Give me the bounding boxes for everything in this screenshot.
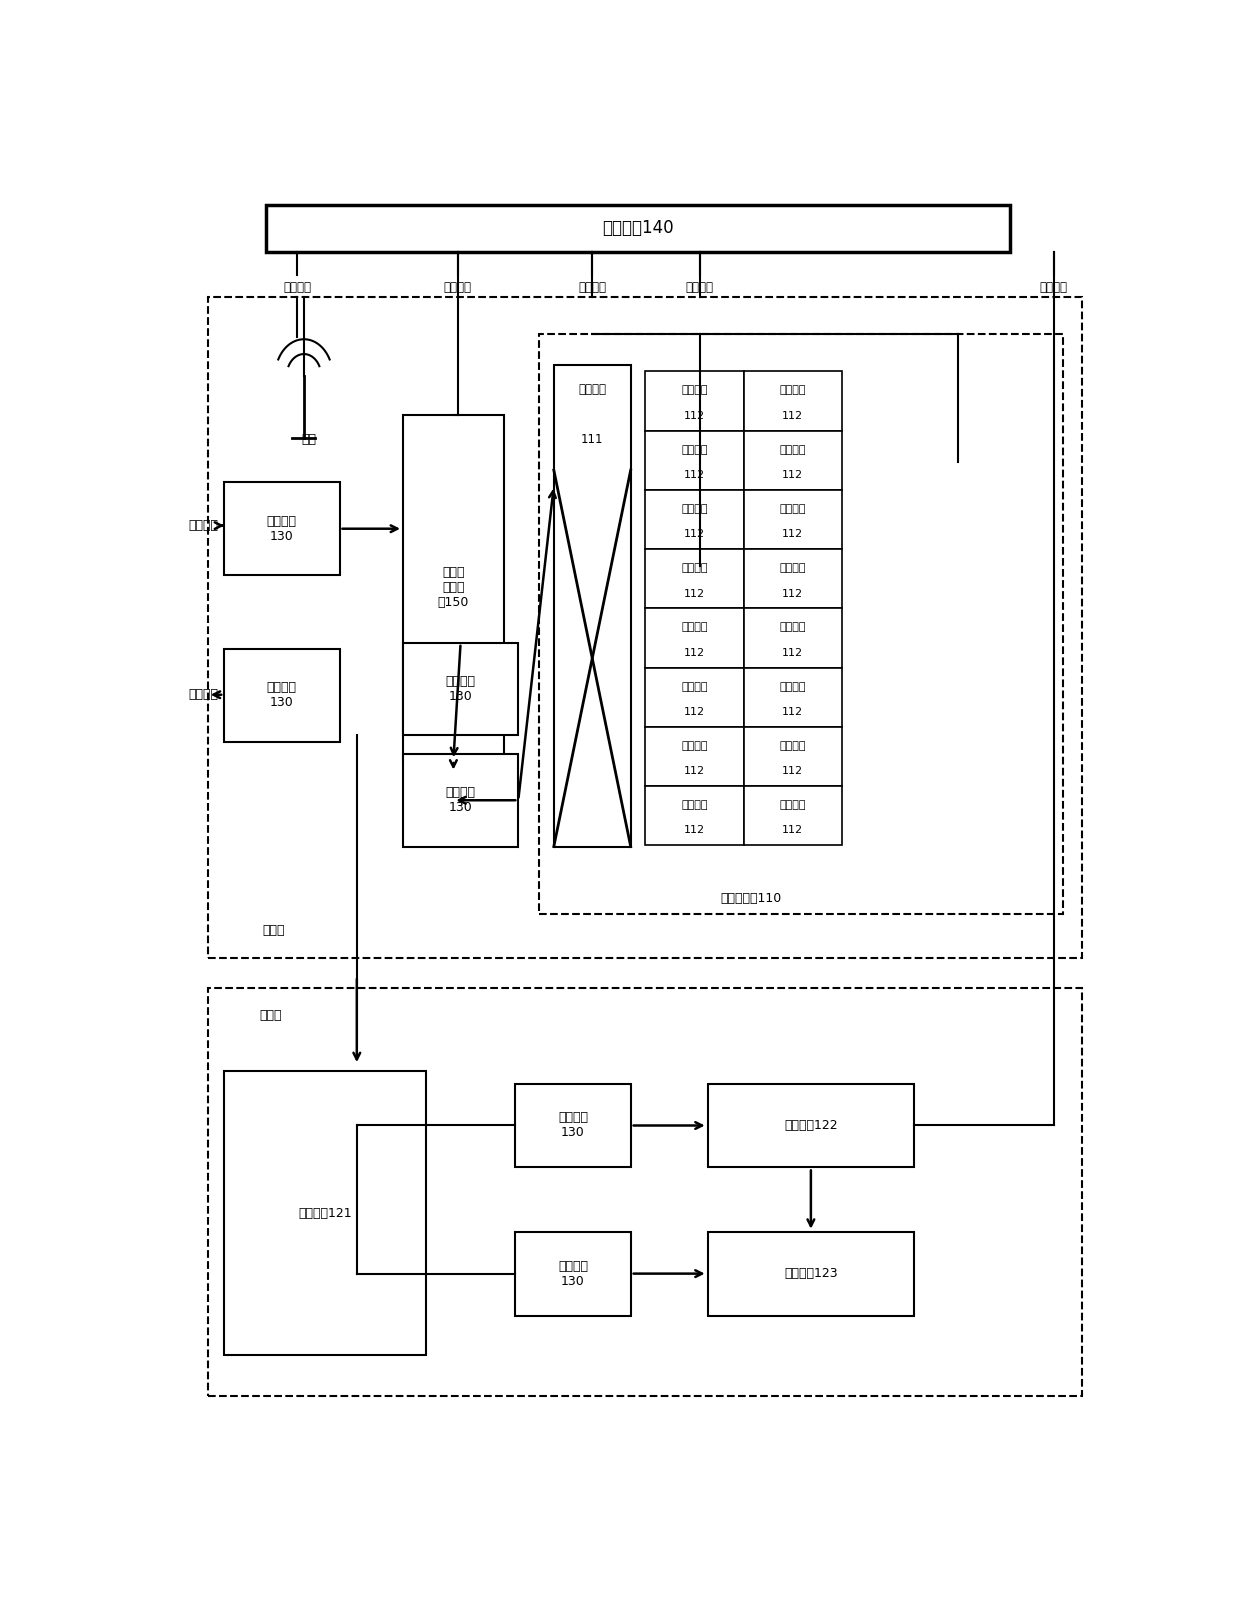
Text: 112: 112 [683, 470, 704, 479]
Text: 消防区: 消防区 [259, 1010, 281, 1023]
Text: 电池仓位: 电池仓位 [681, 563, 708, 572]
Text: 电池仓位: 电池仓位 [780, 385, 806, 396]
Text: 电池仓位: 电池仓位 [681, 622, 708, 632]
Bar [744, 372, 842, 431]
Text: 充放电
检测机
构150: 充放电 检测机 构150 [438, 566, 469, 609]
Text: 电池仓位: 电池仓位 [780, 681, 806, 691]
Text: 112: 112 [782, 766, 804, 776]
Bar [744, 785, 842, 845]
Bar [708, 1231, 914, 1316]
Bar [516, 1231, 631, 1316]
Text: 电池出仓: 电池出仓 [188, 688, 218, 701]
Text: 隔离机构121: 隔离机构121 [299, 1207, 352, 1220]
Bar [224, 649, 340, 742]
Text: 通信连接: 通信连接 [578, 281, 606, 293]
Bar [224, 483, 340, 575]
Text: 管理平台140: 管理平台140 [603, 220, 673, 237]
Text: 112: 112 [683, 766, 704, 776]
Text: 运输小车
130: 运输小车 130 [267, 681, 296, 710]
Bar [224, 1071, 427, 1355]
Bar [645, 372, 744, 431]
Text: 防爆水箱123: 防爆水箱123 [784, 1266, 838, 1281]
Text: 电池仓位: 电池仓位 [780, 503, 806, 515]
Bar [645, 608, 744, 667]
Bar [645, 550, 744, 608]
Bar [744, 608, 842, 667]
Text: 电池仓位: 电池仓位 [681, 681, 708, 691]
Bar [403, 753, 518, 846]
Bar [645, 785, 744, 845]
Text: 112: 112 [782, 826, 804, 835]
Text: 电池进仓: 电池进仓 [188, 519, 218, 532]
Text: 电池仓位: 电池仓位 [780, 622, 806, 632]
Text: 112: 112 [683, 826, 704, 835]
Bar [265, 205, 1011, 252]
Text: 112: 112 [782, 410, 804, 420]
Text: 通信连接: 通信连接 [283, 281, 311, 293]
Text: 无线: 无线 [301, 433, 316, 446]
Text: 112: 112 [782, 529, 804, 539]
Bar [208, 297, 1083, 957]
Text: 112: 112 [782, 648, 804, 657]
Text: 电池仓位: 电池仓位 [681, 444, 708, 455]
Text: 通信连接: 通信连接 [1039, 281, 1068, 293]
Text: 电池仓位: 电池仓位 [681, 503, 708, 515]
Bar [645, 667, 744, 726]
Text: 电池仓位: 电池仓位 [681, 741, 708, 750]
Text: 自动存储仓110: 自动存储仓110 [720, 891, 781, 904]
Text: 电池仓位: 电池仓位 [780, 444, 806, 455]
Text: 112: 112 [683, 707, 704, 717]
Text: 运输小车
130: 运输小车 130 [558, 1260, 588, 1287]
Bar [539, 335, 1063, 914]
Bar [744, 726, 842, 785]
Text: 运输小车
130: 运输小车 130 [267, 515, 296, 543]
Text: 电池仓位: 电池仓位 [780, 741, 806, 750]
Text: 运输小车
130: 运输小车 130 [558, 1111, 588, 1140]
Text: 堆垛单元: 堆垛单元 [578, 383, 606, 396]
Text: 通信连接: 通信连接 [686, 281, 714, 293]
Bar [645, 491, 744, 550]
Text: 111: 111 [582, 433, 604, 446]
Text: 112: 112 [782, 707, 804, 717]
Bar [645, 431, 744, 491]
Text: 电池仓位: 电池仓位 [780, 563, 806, 572]
Bar [516, 1084, 631, 1167]
Text: 电池仓位: 电池仓位 [780, 800, 806, 810]
Text: 电池仓位: 电池仓位 [681, 800, 708, 810]
Text: 电池仓位: 电池仓位 [681, 385, 708, 396]
Bar [403, 643, 518, 736]
Text: 112: 112 [683, 648, 704, 657]
Text: 112: 112 [683, 588, 704, 598]
Bar [744, 667, 842, 726]
Bar [403, 415, 503, 760]
Text: 112: 112 [683, 410, 704, 420]
Text: 通信连接: 通信连接 [444, 281, 471, 293]
Bar [744, 491, 842, 550]
Bar [744, 431, 842, 491]
Text: 112: 112 [782, 588, 804, 598]
Bar [708, 1084, 914, 1167]
Bar [744, 550, 842, 608]
Bar [645, 726, 744, 785]
Text: 112: 112 [683, 529, 704, 539]
Text: 运输小车
130: 运输小车 130 [445, 675, 476, 704]
Bar [208, 989, 1083, 1396]
Text: 运输小车
130: 运输小车 130 [445, 785, 476, 814]
Text: 喷淋机构122: 喷淋机构122 [784, 1119, 838, 1132]
Bar [554, 365, 631, 846]
Text: 112: 112 [782, 470, 804, 479]
Text: 仓储区: 仓储区 [262, 923, 284, 938]
